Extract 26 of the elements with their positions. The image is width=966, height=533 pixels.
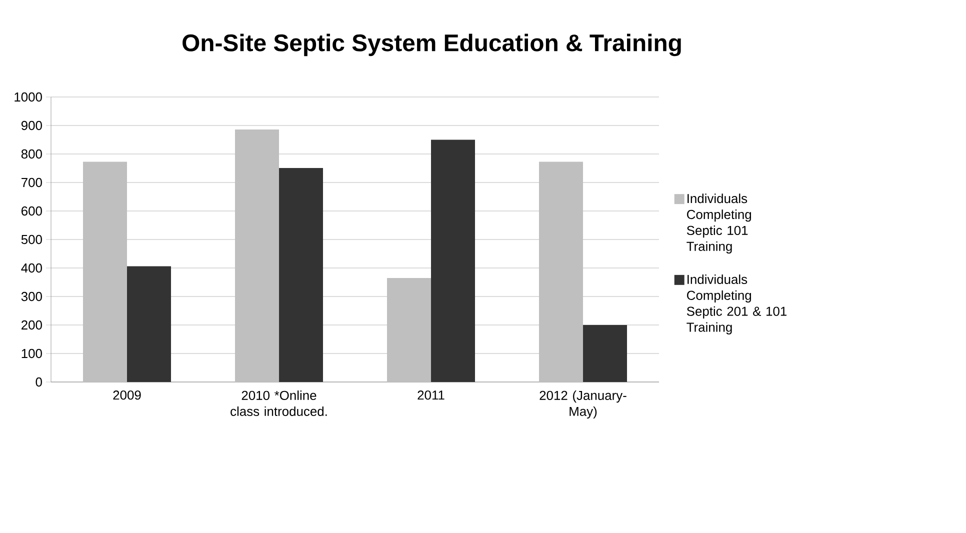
y-tick-label: 300 [21,292,42,302]
y-tick-label: 200 [22,320,42,330]
bar [83,162,127,382]
x-tick-label: 2011 [418,390,444,400]
y-tick-label: 600 [22,206,42,216]
y-tick-label: 1000 [14,92,42,102]
legend-label: Individuals Completing Septic 201 & 101 Training [686,274,786,334]
bar [539,162,584,382]
y-tick-label: 800 [21,149,42,159]
y-tick-label: 700 [22,178,42,188]
x-tick-label: 2010 *Online class introduced. [230,390,327,416]
bar [235,129,280,382]
y-tick-label: 900 [21,120,42,130]
bar [127,266,172,382]
bar [387,278,432,382]
y-tick-label: 400 [21,263,42,273]
bar [583,325,628,382]
y-tick-label: 100 [22,348,42,358]
legend-label: Individuals Completing Septic 101 Training [686,194,752,254]
y-tick-label: 0 [36,377,42,387]
y-tick-label: 500 [21,234,42,244]
bar [431,140,476,382]
x-tick-label: 2012 (January-May) [540,390,626,419]
bar [279,168,324,382]
x-tick-label: 2009 [113,390,141,400]
chart-title: On-Site Septic System Education & Training [182,34,681,56]
